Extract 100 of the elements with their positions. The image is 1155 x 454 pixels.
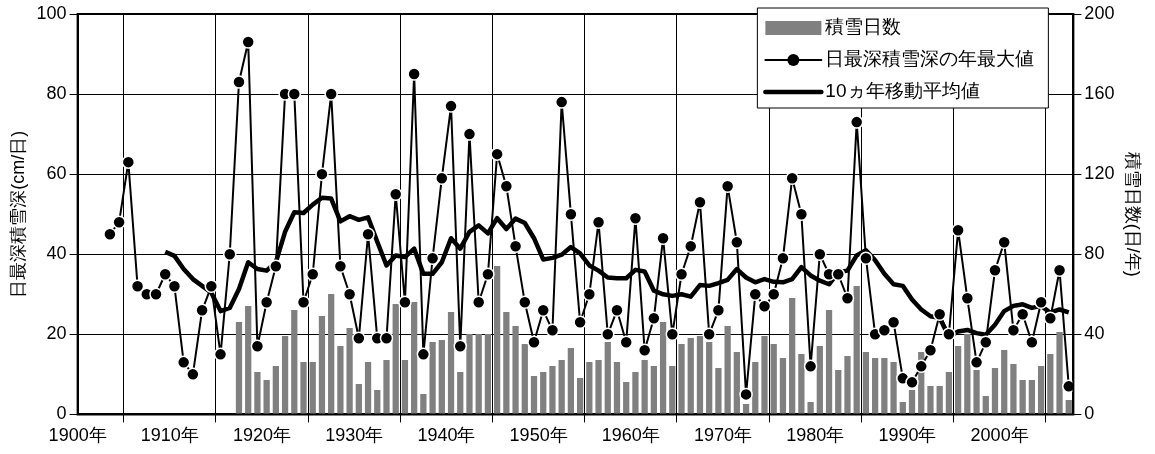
bar <box>853 285 860 415</box>
bar <box>595 360 602 415</box>
bar <box>429 342 436 415</box>
bar <box>872 358 879 415</box>
bar <box>816 346 823 415</box>
bar <box>447 311 455 415</box>
y-axis-title: 日最深積雪深(cm/日) <box>7 130 28 298</box>
y-tick-label: 80 <box>46 83 67 104</box>
bar <box>549 366 556 415</box>
bar <box>696 335 704 415</box>
bar <box>844 356 851 415</box>
bar <box>613 362 621 415</box>
bar <box>724 325 731 415</box>
bar <box>936 386 943 415</box>
y2-tick-label: 160 <box>1084 83 1115 104</box>
bar <box>761 335 768 415</box>
bar <box>281 335 289 415</box>
bar <box>438 340 445 415</box>
bar <box>245 305 252 415</box>
bar <box>835 370 842 415</box>
y2-tick-label: 0 <box>1084 403 1095 424</box>
bar <box>770 344 777 415</box>
bar <box>1028 380 1036 415</box>
x-tick-label: 2000年 <box>970 425 1029 446</box>
bar <box>687 337 694 415</box>
bar <box>991 368 999 415</box>
x-tick-label: 1940年 <box>417 425 476 446</box>
bar <box>1019 380 1026 415</box>
x-tick-label: 1960年 <box>601 425 660 446</box>
bar <box>586 362 593 415</box>
bar <box>263 380 270 415</box>
x-tick-label: 1950年 <box>509 425 568 446</box>
bar <box>862 352 870 415</box>
bar <box>484 333 492 415</box>
bar <box>659 321 667 415</box>
x-tick-label: 1980年 <box>786 425 845 446</box>
bar <box>420 394 427 415</box>
y-tick-label: 40 <box>46 243 67 264</box>
legend-label: 日最深積雪深の年最大値 <box>825 48 1035 70</box>
y-tick-label: 0 <box>56 403 67 424</box>
y2-axis-title: 積雪日数(日/年) <box>1123 151 1144 277</box>
bar <box>650 366 657 415</box>
bar <box>632 372 639 415</box>
bar <box>374 390 381 415</box>
bar <box>300 362 307 415</box>
bar <box>318 315 326 415</box>
x-tick-label: 1970年 <box>693 425 753 446</box>
y-tick-label: 60 <box>46 163 67 184</box>
x-tick-label: 1920年 <box>233 425 292 446</box>
y-tick-label: 100 <box>36 2 67 23</box>
bar <box>272 366 279 415</box>
bar <box>309 362 316 415</box>
bar <box>1010 364 1017 415</box>
x-tick-label: 1910年 <box>140 425 199 446</box>
bar <box>254 372 261 415</box>
x-tick-label: 1930年 <box>325 425 384 446</box>
bar <box>558 360 565 415</box>
bar <box>779 358 787 415</box>
bar <box>1037 366 1045 415</box>
bar <box>530 376 538 415</box>
bar <box>825 309 833 415</box>
bar <box>540 372 547 415</box>
y2-tick-label: 200 <box>1084 2 1115 23</box>
bar <box>401 360 409 415</box>
y2-tick-label: 120 <box>1084 163 1115 184</box>
bar <box>623 382 630 415</box>
bar <box>328 293 335 415</box>
bar <box>392 303 399 415</box>
legend-label: 10ヵ年移動平均値 <box>825 80 980 102</box>
bar <box>807 402 814 415</box>
bar <box>678 344 685 415</box>
bar <box>503 311 510 415</box>
x-tick-label: 1900年 <box>48 425 107 446</box>
bar <box>475 333 482 415</box>
legend-label: 積雪日数 <box>825 16 902 38</box>
bar <box>1001 350 1008 415</box>
bar <box>457 372 464 415</box>
bar <box>567 348 575 415</box>
bar <box>789 297 796 415</box>
bar <box>1056 331 1063 415</box>
bar <box>752 362 759 415</box>
bar <box>521 344 528 415</box>
bar <box>291 309 298 415</box>
bar <box>927 386 934 415</box>
bar <box>346 327 353 415</box>
y-tick-label: 20 <box>46 323 67 344</box>
bar <box>337 346 344 415</box>
bar <box>641 360 648 415</box>
bar <box>364 362 372 415</box>
bar <box>715 368 722 415</box>
bar <box>235 321 243 415</box>
bar <box>890 362 897 415</box>
bar <box>954 346 962 415</box>
bar <box>945 372 953 415</box>
bar <box>964 333 971 415</box>
y2-tick-label: 40 <box>1084 323 1105 344</box>
bar <box>881 358 888 415</box>
bar <box>494 265 501 415</box>
bar <box>576 378 584 415</box>
bar <box>512 325 519 415</box>
